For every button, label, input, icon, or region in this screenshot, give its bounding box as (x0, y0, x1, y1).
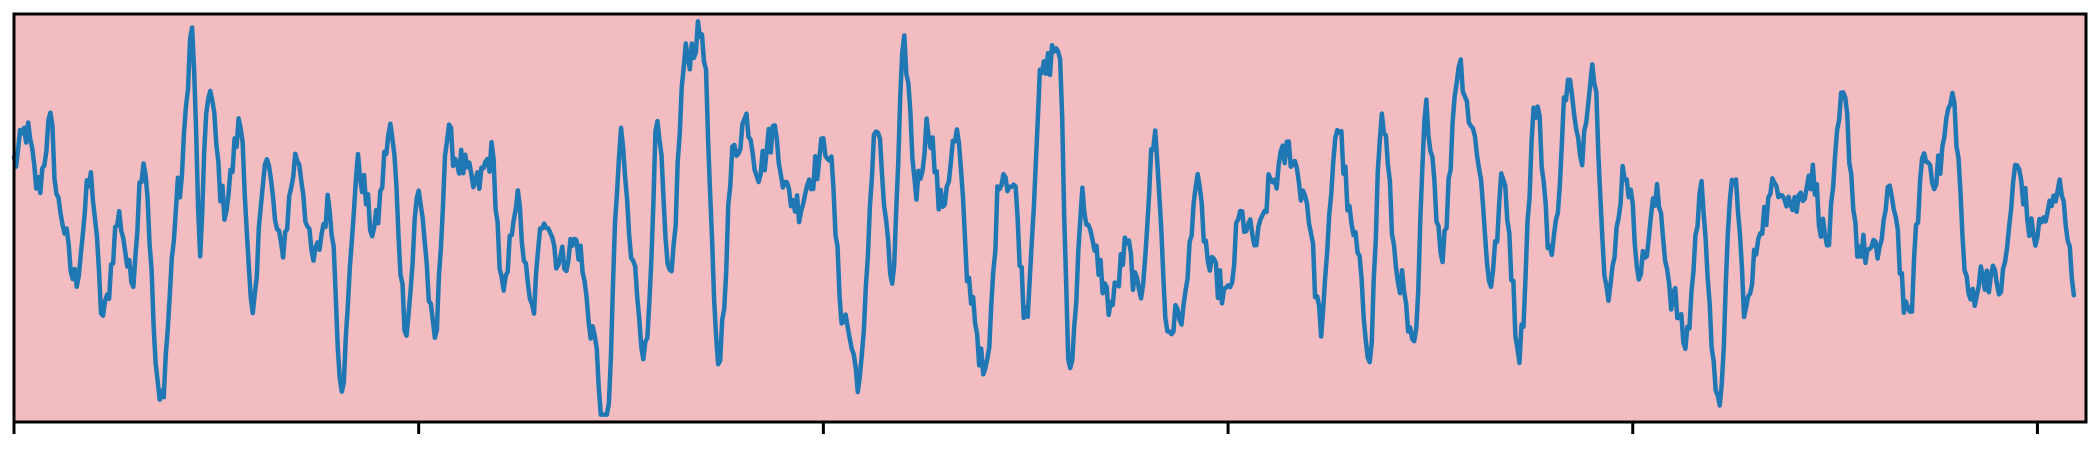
series-layer (11, 19, 2077, 417)
series-line (11, 19, 2077, 417)
x-axis-ticks (12, 422, 2039, 434)
plot-frame (12, 12, 2088, 424)
